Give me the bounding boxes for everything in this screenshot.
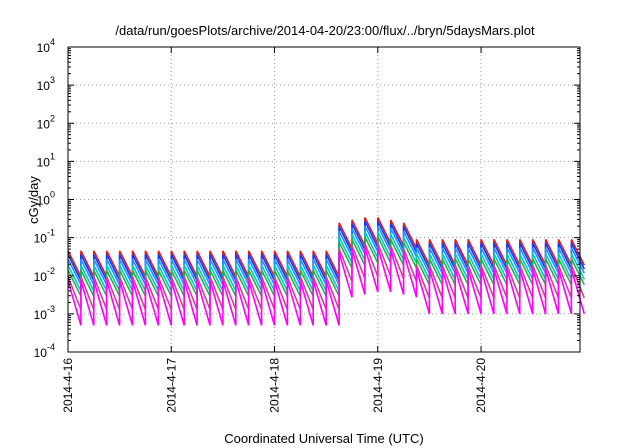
x-tick-label: 2014-4-16 — [61, 358, 75, 413]
x-tick-label: 2014-4-19 — [371, 358, 385, 413]
x-axis-label: Coordinated Universal Time (UTC) — [224, 431, 423, 446]
y-tick-exponent: 3 — [50, 75, 55, 85]
x-tick-label: 2014-4-18 — [268, 358, 282, 413]
series-layer — [67, 217, 586, 326]
y-axis-label: cGy/day — [26, 176, 41, 224]
series-line-6 — [67, 246, 586, 326]
y-tick-exponent: -1 — [47, 228, 55, 238]
y-tick-exponent: -2 — [47, 266, 55, 276]
x-tick-label: 2014-4-17 — [164, 358, 178, 413]
y-tick-exponent: 0 — [50, 190, 55, 200]
y-tick-exponent: 2 — [50, 113, 55, 123]
chart-title: /data/run/goesPlots/archive/2014-04-20/2… — [115, 23, 535, 38]
y-tick-exponent: -3 — [47, 304, 55, 314]
y-tick-exponent: 1 — [50, 151, 55, 161]
x-tick-label: 2014-4-20 — [474, 358, 488, 413]
y-tick-exponent: 4 — [50, 37, 55, 47]
y-tick-exponent: -4 — [47, 342, 55, 352]
x-axis: 2014-4-16 2014-4-17 2014-4-18 2014-4-19 2014… — [61, 47, 488, 413]
